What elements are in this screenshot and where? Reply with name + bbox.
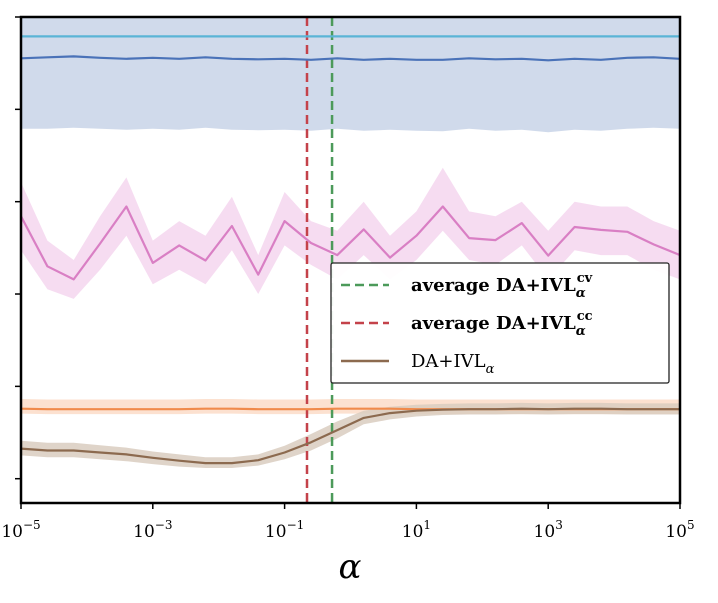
legend-label-plain: DA+IVLα <box>411 351 495 377</box>
x-tick-label: 101 <box>402 518 431 542</box>
series-line-da-ivl- <box>21 407 680 465</box>
legend-label-cc: average DA+IVLαcc <box>411 309 593 339</box>
band-pink-method <box>21 167 680 299</box>
x-tick-label: 105 <box>665 518 694 542</box>
plot-frame <box>19 15 682 505</box>
legend-label-cv: average DA+IVLαcv <box>411 271 593 301</box>
x-tick-label: 10−3 <box>133 518 172 542</box>
band-blue-method <box>21 17 680 133</box>
x-tick-label: 10−1 <box>265 518 304 542</box>
plot-area <box>21 17 680 503</box>
series-line-blue-method <box>21 55 680 62</box>
legend-box <box>330 262 670 384</box>
x-tick-label: 10−5 <box>1 518 40 542</box>
legend: average DA+IVLαcv average DA+IVLαcc DA+IVL… <box>330 262 670 384</box>
y-axis <box>15 16 21 480</box>
x-tick-label: 103 <box>534 518 563 542</box>
x-axis: 10−5 10−3 10−1 101 103 105 <box>1 503 695 542</box>
x-axis-label: α <box>339 547 362 587</box>
series-line-pink-method <box>21 205 680 281</box>
